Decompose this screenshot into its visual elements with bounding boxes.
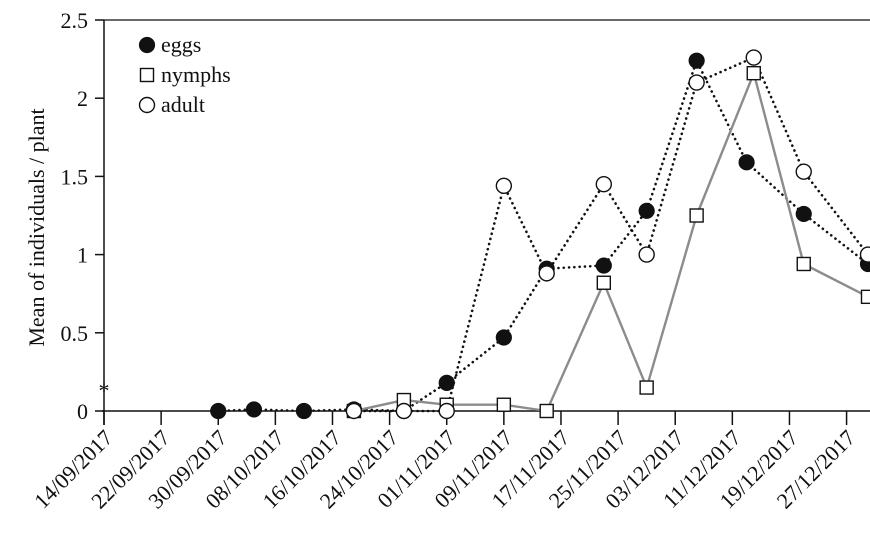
legend-marker-nymphs <box>139 67 155 83</box>
data-point-eggs <box>245 401 263 418</box>
series-line-eggs <box>216 59 870 413</box>
series-line-nymphs <box>353 71 869 413</box>
data-point-adult <box>538 265 555 282</box>
data-point-eggs <box>638 202 655 219</box>
y-tick-label: 2.5 <box>61 8 89 33</box>
data-point-adult <box>638 246 655 263</box>
data-point-adult <box>495 177 513 194</box>
axis-labels: Mean of individuals / plant * <box>24 108 110 403</box>
y-tick-label: 1.5 <box>61 164 89 189</box>
data-point-eggs <box>738 154 755 171</box>
data-point-nymphs <box>639 380 654 395</box>
series-lines <box>216 56 870 413</box>
data-point-nymphs <box>496 397 512 412</box>
data-point-nymphs <box>860 289 870 305</box>
legend-label-adult: adult <box>161 92 205 117</box>
data-point-eggs <box>295 402 313 420</box>
legend-marker-adult <box>138 96 156 114</box>
data-point-nymphs <box>596 275 612 290</box>
series-markers <box>210 49 870 420</box>
data-point-adult <box>438 402 455 420</box>
y-tick-label: 0.5 <box>61 321 89 346</box>
data-point-nymphs <box>689 208 704 223</box>
data-point-adult <box>795 163 812 180</box>
series-line-adult <box>352 56 870 413</box>
data-point-adult <box>395 402 413 420</box>
legend: eggs nymphs adult <box>138 32 231 117</box>
data-point-eggs <box>438 374 455 391</box>
y-axis-label: Mean of individuals / plant <box>24 108 49 346</box>
legend-marker-eggs <box>138 36 156 54</box>
legend-label-eggs: eggs <box>161 32 201 57</box>
data-point-eggs <box>495 329 512 346</box>
data-point-nymphs <box>539 403 554 419</box>
data-point-adult <box>745 49 762 66</box>
data-point-nymphs <box>746 65 761 81</box>
data-point-eggs <box>688 52 705 69</box>
data-point-adult <box>345 402 363 420</box>
data-point-nymphs <box>796 256 811 272</box>
axes: 00.511.522.514/09/201722/09/201730/09/20… <box>29 8 870 513</box>
data-point-eggs <box>595 257 612 274</box>
y-tick-label: 1 <box>77 243 88 268</box>
data-point-adult <box>859 246 870 263</box>
annotation-asterisk: * <box>99 378 110 403</box>
y-tick-label: 0 <box>77 399 88 424</box>
data-point-adult <box>688 74 705 91</box>
y-tick-label: 2 <box>77 86 88 111</box>
data-point-adult <box>595 176 613 193</box>
data-point-eggs <box>210 402 227 420</box>
legend-label-nymphs: nymphs <box>161 62 231 87</box>
data-point-eggs <box>795 205 812 223</box>
